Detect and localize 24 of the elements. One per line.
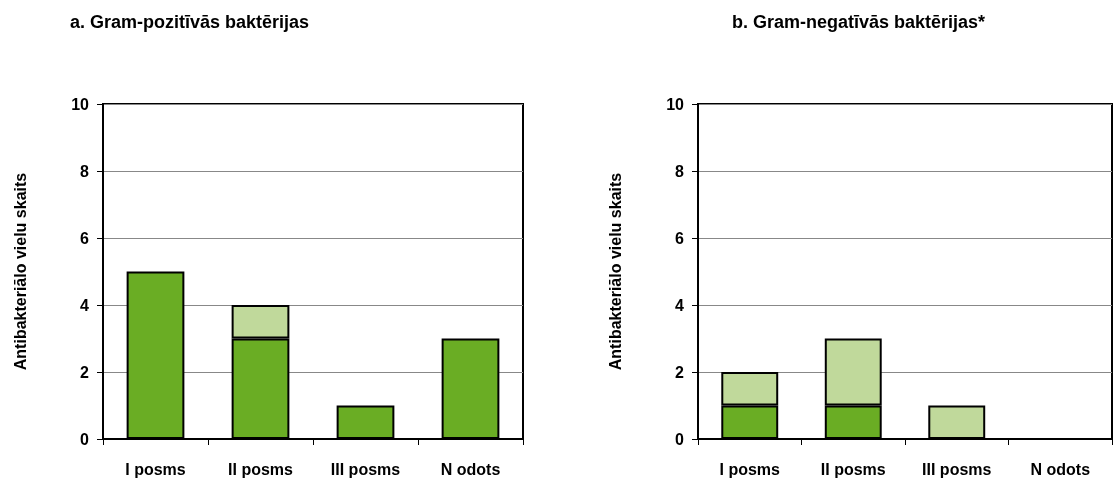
x-tick-label: II posms: [228, 460, 294, 478]
y-tick-label: 4: [675, 296, 685, 314]
x-tick-label: I posms: [719, 460, 781, 478]
y-tick-label: 2: [675, 363, 685, 381]
x-tick-label: I posms: [125, 460, 186, 478]
x-tick-label: N odots: [440, 460, 501, 478]
x-tick-label: II posms: [820, 460, 886, 478]
y-tick-label: 6: [80, 229, 90, 247]
y-tick-label: 0: [675, 430, 685, 448]
y-tick-label: 4: [80, 296, 90, 314]
x-tick-label: N odots: [1030, 460, 1091, 478]
chart-title: b. Gram-negatīvās baktērijas*: [732, 12, 986, 32]
y-tick-label: 10: [666, 95, 685, 113]
y-tick-label: 2: [80, 363, 90, 381]
x-tick-label: III posms: [922, 460, 992, 478]
x-tick-label: III posms: [330, 460, 401, 478]
y-tick-label: 6: [675, 229, 685, 247]
y-axis-title: Antibakteriālo vielu skaits: [11, 172, 29, 371]
y-tick-label: 8: [80, 162, 90, 180]
y-tick-label: 8: [675, 162, 685, 180]
y-tick-label: 10: [71, 95, 90, 113]
chart-title: a. Gram-pozitīvās baktērijas: [70, 12, 310, 32]
y-tick-label: 0: [80, 430, 90, 448]
y-axis-title: Antibakteriālo vielu skaits: [606, 172, 624, 371]
